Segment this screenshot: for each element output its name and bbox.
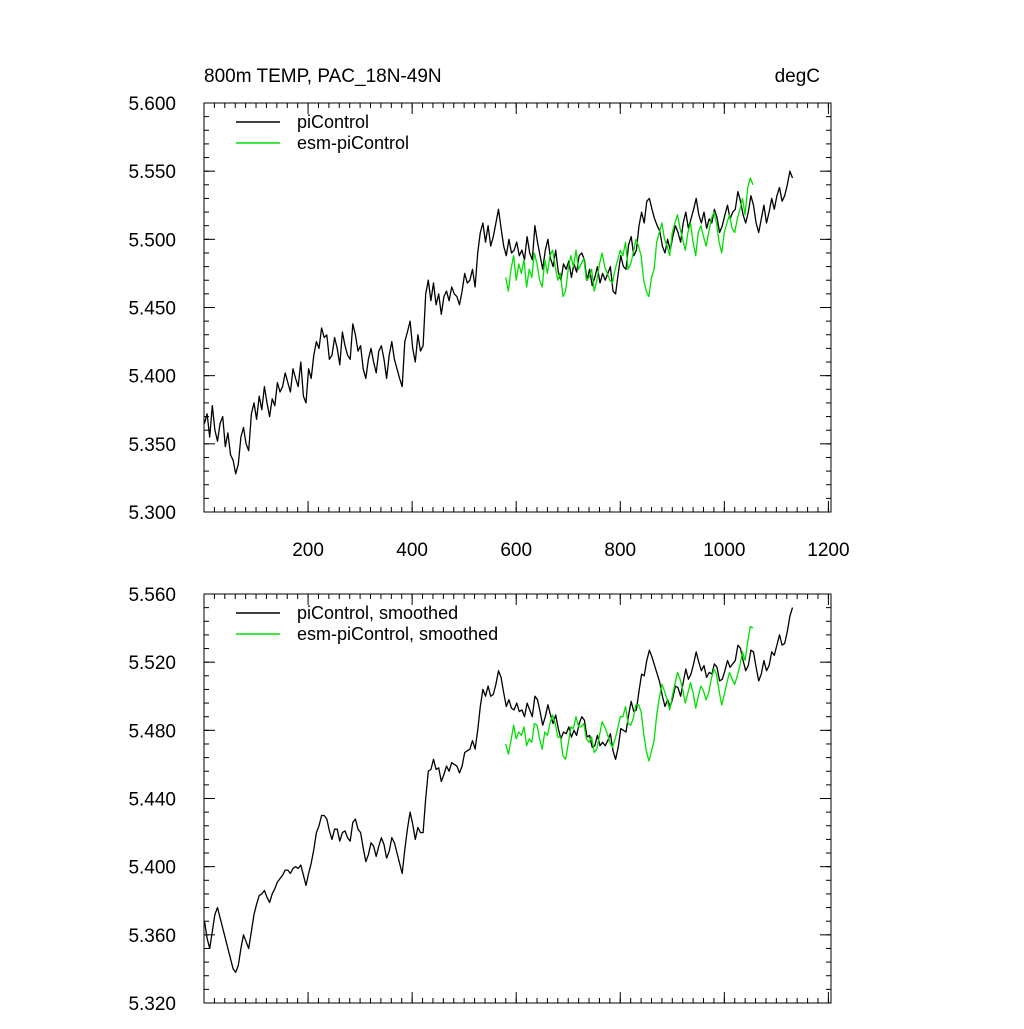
x-tick-label: 1000 [703, 540, 745, 561]
y-tick-label: 5.520 [128, 653, 176, 674]
raw-series-panel: 5.300 5.350 5.400 5.450 5.500 5.550 5.600 200 40… [128, 94, 849, 561]
y-tick-label: 5.500 [128, 230, 176, 251]
y-tick-label: 5.320 [128, 994, 176, 1015]
y-tick-label: 5.300 [128, 503, 176, 524]
x-tick-label: 600 [500, 540, 532, 561]
legend-label: piControl [297, 112, 369, 132]
plot-frame [203, 593, 832, 1004]
y-tick-label: 5.600 [128, 94, 176, 115]
y-tick-label: 5.350 [128, 435, 176, 456]
series-line-picontrol [203, 170, 794, 475]
y-tick-label: 5.440 [128, 790, 176, 811]
plot-title: 800m TEMP, PAC_18N-49N [204, 66, 442, 87]
y-tick-label: 5.450 [128, 299, 176, 320]
y-tick-label: 5.560 [128, 585, 176, 606]
y-tick-label: 5.480 [128, 721, 176, 742]
y-tick-label: 5.400 [128, 367, 176, 388]
units-label: degC [775, 66, 820, 87]
y-tick-label: 5.550 [128, 162, 176, 183]
y-tick-label: 5.360 [128, 926, 176, 947]
x-tick-label: 1200 [807, 540, 849, 561]
series-line-esm-picontrol-smoothed [505, 625, 754, 762]
legend-label: esm-piControl, smoothed [297, 624, 498, 644]
series-line-picontrol-smoothed [203, 607, 794, 973]
plot-frame [203, 102, 832, 513]
y-tick-label: 5.400 [128, 858, 176, 879]
legend-label: piControl, smoothed [297, 603, 458, 623]
x-tick-label: 800 [604, 540, 636, 561]
legend-label: esm-piControl [297, 133, 409, 153]
smoothed-series-panel: 5.320 5.360 5.400 5.440 5.480 5.520 5.560 piCon… [128, 585, 832, 1015]
x-tick-label: 200 [292, 540, 324, 561]
x-tick-label: 400 [396, 540, 428, 561]
series-line-esm-picontrol [505, 177, 754, 298]
